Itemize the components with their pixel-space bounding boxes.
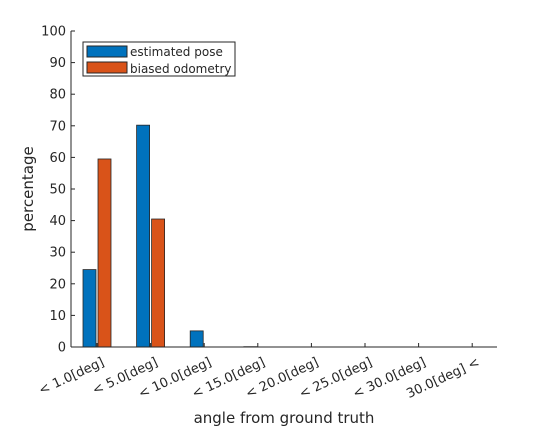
axes [70,31,497,348]
y-tick-label: 40 [49,214,66,229]
legend-label-estimated-pose: estimated pose [130,45,223,59]
legend-swatch-estimated-pose [86,45,128,58]
y-tick-label: 50 [49,183,66,198]
y-tick-label: 0 [58,341,66,356]
y-tick-label: 90 [49,56,66,71]
y-tick-label: 60 [49,151,66,166]
y-tick-label: 70 [49,119,66,134]
x-ticks: < 1.0[deg]< 5.0[deg]< 10.0[deg]< 15.0[de… [37,343,482,402]
legend-swatch-biased-odometry [86,61,128,74]
bar-biased-odometry-0 [97,158,112,348]
bar-estimated-pose-2 [189,330,204,348]
legend-label-biased-odometry: biased odometry [130,62,231,76]
y-tick-label: 20 [49,277,66,292]
bars-layer [82,124,258,348]
y-tick-label: 80 [49,88,66,103]
x-axis-title: angle from ground truth [194,409,375,427]
bar-estimated-pose-1 [136,124,151,348]
bar-estimated-pose-0 [82,269,97,348]
bar-biased-odometry-1 [151,218,166,348]
y-ticks: 0 10 20 30 40 50 60 70 80 90 100 [41,25,75,356]
y-tick-label: 100 [41,25,66,40]
legend: estimated pose biased odometry [82,41,236,77]
y-axis-title: percentage [19,146,37,231]
y-tick-label: 30 [49,246,66,261]
y-tick-label: 10 [49,309,66,324]
